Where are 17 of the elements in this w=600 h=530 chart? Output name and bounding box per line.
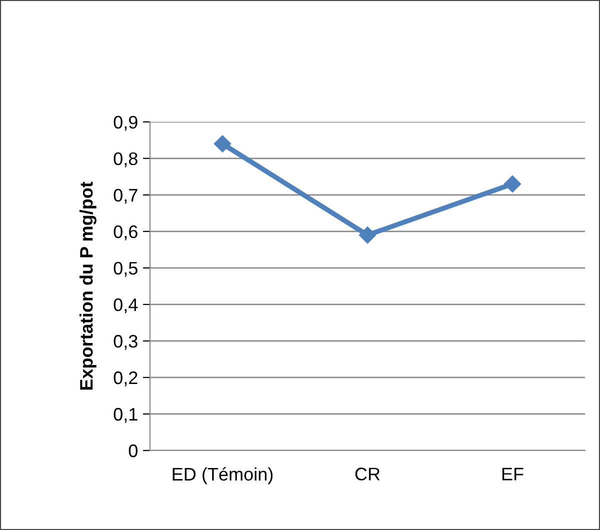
y-axis-title: Exportation du P mg/pot xyxy=(80,182,96,390)
y-tick-label: 0,6 xyxy=(114,225,138,240)
y-tick-label: 0,1 xyxy=(114,408,138,423)
y-tick-label: 0,8 xyxy=(114,152,138,168)
point xyxy=(504,175,522,193)
x-tick-label: EF xyxy=(502,468,524,480)
point xyxy=(214,135,232,152)
x-tick-label: CR xyxy=(355,468,380,480)
x-tick-label: ED (Témoin) xyxy=(172,467,273,484)
y-tick-label: 0,3 xyxy=(114,334,138,350)
y-tick-label: 0,5 xyxy=(114,262,138,277)
y-tick-label: 0,9 xyxy=(114,116,138,131)
y-tick-label: 0 xyxy=(128,444,138,458)
y-tick-label: 0,2 xyxy=(114,371,138,386)
y-tick-label: 0,7 xyxy=(114,188,138,204)
point xyxy=(358,226,376,244)
y-tick-label: 0,4 xyxy=(114,298,138,314)
